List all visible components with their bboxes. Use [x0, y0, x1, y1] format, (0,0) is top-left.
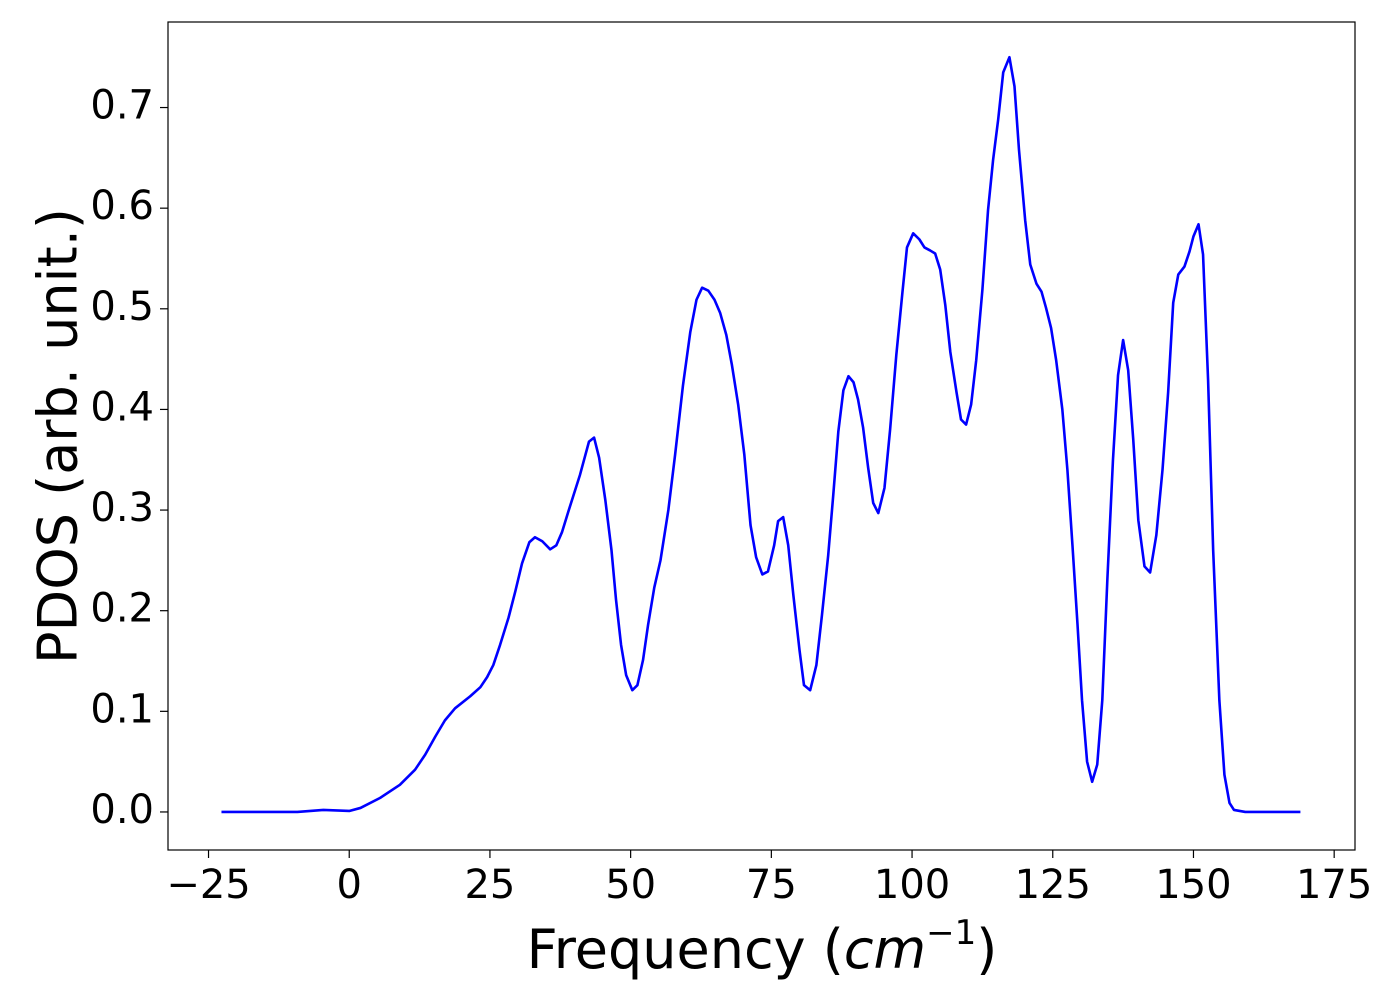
y-tick-label: 0.4 — [90, 384, 154, 430]
y-axis-label: PDOS (arb. unit.) — [27, 208, 90, 664]
x-label-close: ) — [976, 918, 997, 981]
x-tick-label: −25 — [166, 862, 250, 908]
x-tick-label: 0 — [337, 862, 362, 908]
y-tick-label: 0.0 — [90, 787, 154, 833]
x-tick-label: 100 — [874, 862, 950, 908]
y-tick-label: 0.3 — [90, 485, 154, 531]
y-tick-label: 0.1 — [90, 686, 154, 732]
plot-frame — [167, 21, 1356, 851]
x-axis-label: Frequency (cm−1) — [527, 913, 998, 981]
data-line — [221, 55, 1301, 814]
x-tick-label: 150 — [1155, 862, 1231, 908]
x-label-unit: cm — [844, 918, 926, 981]
x-label-exponent: −1 — [926, 913, 976, 953]
y-tick-label: 0.2 — [90, 586, 154, 632]
x-tick-label: 75 — [746, 862, 797, 908]
x-tick-label: 50 — [605, 862, 656, 908]
x-label-text: Frequency ( — [527, 918, 844, 981]
x-tick-label: 175 — [1296, 862, 1372, 908]
y-tick-label: 0.5 — [90, 284, 154, 330]
y-tick-label: 0.6 — [90, 183, 154, 229]
y-tick-label: 0.7 — [90, 83, 154, 129]
x-tick-label: 125 — [1015, 862, 1091, 908]
x-tick-label: 25 — [464, 862, 515, 908]
